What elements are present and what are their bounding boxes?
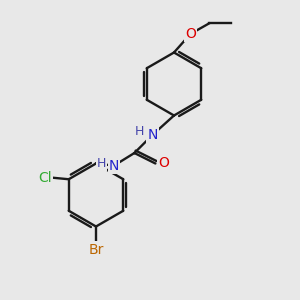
Text: Br: Br [88, 243, 104, 256]
Text: O: O [158, 157, 169, 170]
Text: O: O [185, 27, 196, 41]
Text: Cl: Cl [38, 171, 52, 185]
Text: H: H [135, 125, 145, 138]
Text: N: N [147, 128, 158, 142]
Text: N: N [109, 159, 119, 172]
Text: H: H [97, 157, 106, 170]
